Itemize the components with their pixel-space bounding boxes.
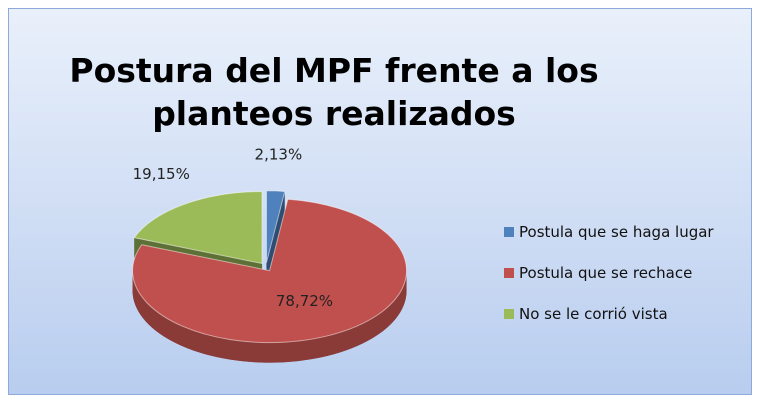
legend-swatch [504,309,514,319]
legend-swatch [504,268,514,278]
data-label: 19,15% [133,165,190,183]
chart-title: Postura del MPF frente a los planteos re… [69,51,599,133]
legend-swatch [504,227,514,237]
legend-item: No se le corrió vista [504,304,714,324]
slice-side [132,270,407,363]
pie-slice [132,198,408,344]
legend-label: Postula que se haga lugar [519,223,714,241]
slice-face [266,191,285,283]
pie-slice [133,191,263,265]
legend: Postula que se haga lugar Postula que se … [504,222,714,345]
legend-label: Postula que se rechace [519,264,693,282]
data-label: 2,13% [255,146,303,164]
data-label: 78,72% [276,292,333,310]
legend-item: Postula que se haga lugar [504,222,714,242]
pie-plot: 2,13% 78,72% 19,15% [132,146,408,363]
legend-label: No se le corrió vista [519,305,668,323]
chart-area: 2,13% 78,72% 19,15% Postura del MPF frente… [8,8,752,395]
legend-item: Postula que se rechace [504,263,714,283]
pie-slice [265,190,286,263]
